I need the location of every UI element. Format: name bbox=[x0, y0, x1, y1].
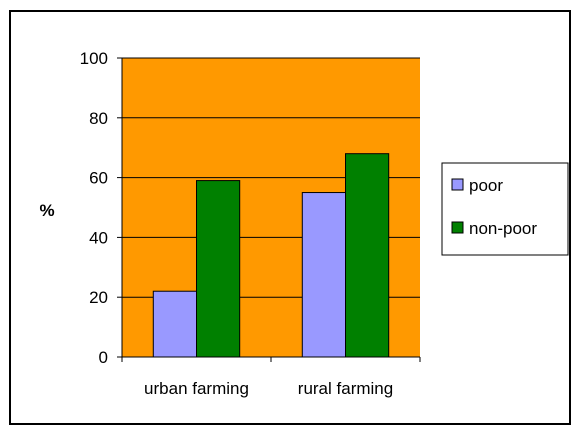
y-tick-label: 0 bbox=[99, 348, 108, 367]
bar-poor-urban-farming bbox=[152, 290, 197, 358]
bar-non-poor-rural-farming bbox=[345, 153, 390, 358]
legend: poor non-poor bbox=[441, 162, 569, 256]
bar-poor-rural-farming bbox=[301, 192, 347, 358]
y-tick-label: 100 bbox=[80, 49, 108, 68]
y-tick-label: 60 bbox=[89, 169, 108, 188]
legend-box bbox=[441, 162, 569, 256]
legend-swatch-non-poor bbox=[451, 221, 464, 234]
y-tick-label: 40 bbox=[89, 228, 108, 247]
y-tick-label: 80 bbox=[89, 109, 108, 128]
legend-swatch-poor bbox=[451, 178, 464, 191]
legend-label-non-poor: non-poor bbox=[469, 219, 537, 238]
bars bbox=[152, 153, 390, 358]
bar-non-poor-urban-farming bbox=[196, 180, 241, 358]
x-tick-label: rural farming bbox=[298, 379, 393, 398]
x-tick-labels: urban farming rural farming bbox=[144, 379, 393, 398]
axes bbox=[117, 57, 421, 362]
y-axis-label: % bbox=[39, 201, 54, 220]
x-tick-label: urban farming bbox=[144, 379, 249, 398]
y-tick-labels: 0 20 40 60 80 100 bbox=[80, 49, 108, 367]
y-tick-label: 20 bbox=[89, 288, 108, 307]
legend-label-poor: poor bbox=[469, 176, 503, 195]
